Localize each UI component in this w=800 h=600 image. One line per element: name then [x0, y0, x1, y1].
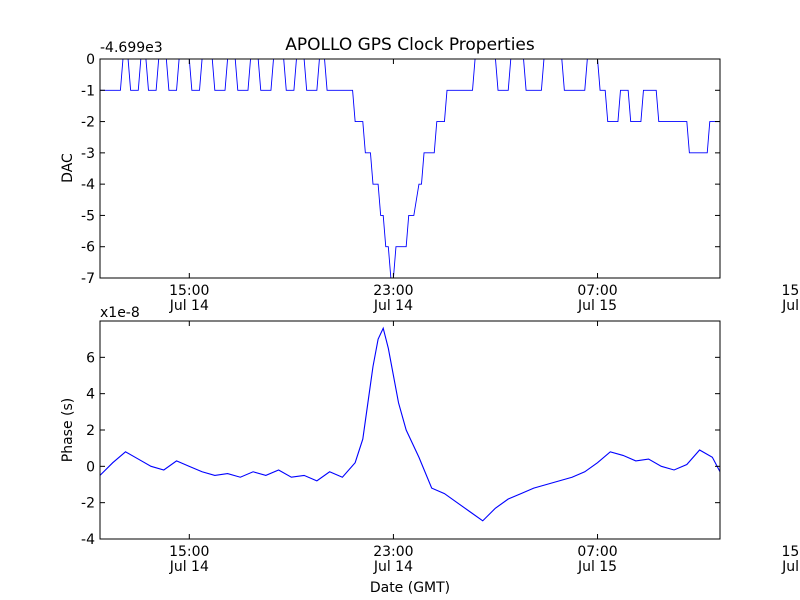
- y-tick-label: -3: [81, 146, 95, 162]
- y-tick-label: -1: [81, 83, 95, 99]
- y-tick-label: -4: [81, 177, 95, 193]
- y-tick-label: -5: [81, 208, 95, 224]
- x-tick-label-date: Jul 14: [373, 559, 413, 575]
- y-tick-label: 6: [86, 350, 95, 366]
- phase-chart: x1e-8 Phase (s) Date (GMT) -4 -2 0 2 4 6 15:00…: [60, 305, 800, 596]
- plot-frame: [99, 58, 721, 279]
- x-tick-label-date: Jul 15: [781, 559, 800, 575]
- x-tick-label-time: 15:00: [781, 544, 800, 560]
- x-tick-label-time: 15:00: [781, 283, 800, 299]
- x-tick-label-time: 15:00: [169, 544, 209, 560]
- dac-chart: APOLLO GPS Clock Properties -4.699e3 DAC…: [60, 35, 800, 314]
- x-tick-label-time: 23:00: [373, 283, 413, 299]
- x-tick-label-time: 15:00: [169, 283, 209, 299]
- y-tick-label: -2: [81, 115, 95, 131]
- x-tick-label-date: Jul 15: [577, 298, 617, 314]
- x-tick-label-date: Jul 14: [373, 298, 413, 314]
- y-axis-offset-label: x1e-8: [100, 305, 140, 321]
- series-line: [100, 59, 720, 278]
- x-tick-label-date: Jul 15: [781, 298, 800, 314]
- y-tick-label: 4: [86, 387, 95, 403]
- y-axis-offset-label: -4.699e3: [100, 40, 163, 56]
- y-tick-label: -2: [81, 496, 95, 512]
- y-tick-label: -6: [81, 240, 95, 256]
- y-tick-label: 2: [86, 423, 95, 439]
- x-tick-label-time: 23:00: [373, 544, 413, 560]
- x-tick-label-time: 07:00: [577, 283, 617, 299]
- x-tick-label-date: Jul 14: [169, 298, 209, 314]
- x-tick-label-date: Jul 15: [577, 559, 617, 575]
- y-axis-label: DAC: [60, 153, 76, 183]
- y-tick-label: 0: [86, 459, 95, 475]
- x-tick-label-date: Jul 14: [169, 559, 209, 575]
- y-tick-label: 0: [86, 52, 95, 68]
- y-tick-label: -7: [81, 271, 95, 287]
- x-tick-label-time: 07:00: [577, 544, 617, 560]
- x-axis-label: Date (GMT): [370, 580, 450, 596]
- y-tick-label: -4: [81, 532, 95, 548]
- series-line: [100, 326, 720, 522]
- y-axis-label: Phase (s): [60, 398, 76, 462]
- chart-title: APOLLO GPS Clock Properties: [285, 35, 535, 55]
